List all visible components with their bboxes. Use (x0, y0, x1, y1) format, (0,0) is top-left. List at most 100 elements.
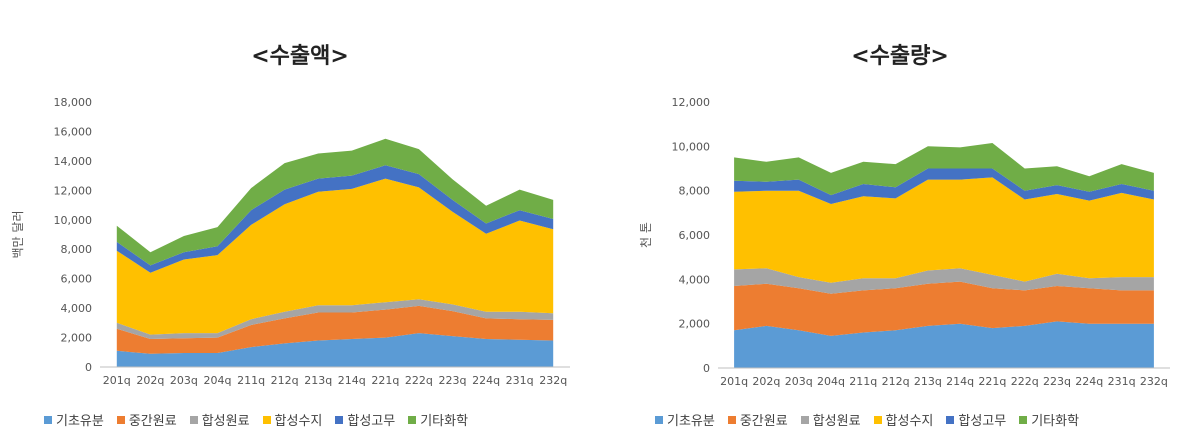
legend-swatch (1019, 415, 1028, 424)
area-series (116, 333, 554, 367)
legend-swatch (335, 415, 344, 424)
legend-item: 기타화학 (408, 410, 468, 429)
y-tick-label: 12,000 (54, 184, 93, 197)
y-tick-label: 6,000 (61, 273, 93, 286)
legend-label: 합성원료 (201, 414, 250, 429)
y-tick-label: 0 (85, 361, 92, 374)
x-tick-label: 223q (1043, 375, 1071, 388)
export-value-chart-panel: <수출액> 0 2,000 4,000 6,000 8,000 10,000 12,000 1… (11, 44, 570, 429)
x-tick-label: 212q (271, 374, 299, 387)
y-tick-label: 18,000 (54, 96, 93, 109)
export-volume-chart: 0 2,000 4,000 6,000 8,000 10,000 12,000 201q 202… (638, 96, 1170, 388)
export-value-chart: 0 2,000 4,000 6,000 8,000 10,000 12,000 14,000 1… (11, 96, 570, 387)
legend-item: 합성고무 (946, 410, 1006, 429)
x-tick-label: 211q (849, 375, 877, 388)
x-tick-label: 224q (472, 374, 500, 387)
area-series (116, 165, 554, 273)
y-tick-label: 14,000 (54, 155, 93, 168)
y-tick-label: 2,000 (61, 332, 93, 345)
legend-item: 합성수지 (873, 410, 934, 429)
area-series (116, 305, 554, 354)
area-series (734, 268, 1154, 294)
legend-swatch (655, 415, 663, 424)
y-tick-label: 12,000 (672, 96, 711, 109)
y-tick-label: 4,000 (61, 302, 93, 315)
chart-title: <수출량> (851, 44, 949, 69)
x-tick-label: 231q (1108, 375, 1136, 388)
legend-swatch (262, 415, 271, 424)
chart-title: <수출액> (251, 44, 349, 69)
area-series (734, 168, 1154, 204)
legend-item: 합성고무 (335, 410, 395, 429)
x-tick-label: 214q (946, 375, 974, 388)
x-tick-label: 203q (785, 375, 813, 388)
x-tick-label: 203q (170, 374, 198, 387)
legend-item: 중간원료 (116, 410, 177, 429)
legend-label: 합성원료 (812, 414, 861, 429)
y-tick-label: 10,000 (54, 214, 93, 227)
x-tick-label: 212q (882, 375, 910, 388)
x-tick-label: 222q (405, 374, 433, 387)
legend-label: 기초유분 (56, 414, 104, 429)
area-series (734, 143, 1154, 196)
legend-label: 중간원료 (739, 414, 788, 429)
legend-label: 중간원료 (128, 414, 177, 429)
x-tick-label: 232q (539, 374, 567, 387)
area-series (116, 178, 554, 335)
legend-swatch (408, 415, 417, 424)
y-tick-label: 8,000 (679, 185, 711, 198)
x-tick-label: 202q (752, 375, 780, 388)
x-tick-label: 222q (1011, 375, 1039, 388)
legend-label: 기초유분 (667, 414, 715, 429)
area-series (116, 138, 554, 266)
x-tick-label: 232q (1140, 375, 1168, 388)
legend-item: 기초유분 (655, 410, 715, 429)
area-series (734, 321, 1154, 368)
x-tick-label: 231q (506, 374, 534, 387)
legend-label: 합성수지 (274, 414, 323, 429)
x-tick-label: 204q (204, 374, 232, 387)
export-volume-chart-panel: <수출량> 0 2,000 4,000 6,000 8,000 10,000 12,000 2… (600, 0, 1200, 443)
legend-label: 합성고무 (958, 414, 1007, 429)
legend-item: 기초유분 (44, 410, 104, 429)
y-tick-label: 6,000 (679, 229, 711, 242)
x-tick-label: 214q (338, 374, 366, 387)
area-series (734, 281, 1154, 336)
legend-swatch (873, 415, 882, 424)
y-tick-label: 4,000 (679, 273, 711, 286)
y-axis-label: 천 톤 (638, 222, 653, 248)
legend-item: 합성수지 (262, 410, 323, 429)
legend-item: 합성원료 (800, 410, 861, 429)
x-tick-label: 201q (720, 375, 748, 388)
area-series (734, 177, 1154, 283)
y-tick-label: 0 (703, 362, 710, 375)
x-tick-label: 221q (371, 374, 399, 387)
y-tick-label: 2,000 (679, 318, 711, 331)
x-tick-label: 224q (1075, 375, 1103, 388)
chart-legend: 기초유분 중간원료 합성원료 합성수지 합성고무 기타화학 (44, 410, 468, 429)
legend-swatch (946, 415, 955, 424)
x-tick-label: 213q (304, 374, 332, 387)
legend-swatch (189, 415, 198, 424)
legend-swatch (727, 415, 736, 424)
legend-item: 합성원료 (189, 410, 250, 429)
legend-label: 합성수지 (885, 414, 934, 429)
x-tick-label: 213q (914, 375, 942, 388)
legend-label: 기타화학 (1031, 414, 1080, 429)
x-tick-label: 221q (978, 375, 1006, 388)
x-tick-label: 211q (237, 374, 265, 387)
legend-swatch (44, 415, 52, 424)
legend-label: 기타화학 (420, 414, 469, 429)
y-tick-label: 8,000 (61, 243, 93, 256)
x-tick-label: 204q (817, 375, 845, 388)
legend-swatch (800, 415, 809, 424)
y-tick-label: 10,000 (672, 140, 711, 153)
y-tick-label: 16,000 (54, 125, 93, 138)
legend-swatch (116, 415, 125, 424)
legend-label: 합성고무 (347, 414, 396, 429)
legend-item: 중간원료 (727, 410, 788, 429)
area-series (116, 299, 554, 339)
chart-legend: 기초유분 중간원료 합성원료 합성수지 합성고무 기타화학 (655, 410, 1079, 429)
legend-item: 기타화학 (1019, 410, 1079, 429)
